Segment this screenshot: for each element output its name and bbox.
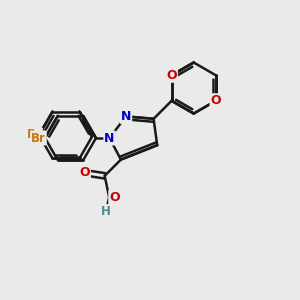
Text: O: O	[166, 69, 177, 82]
Text: N: N	[104, 131, 115, 145]
Text: Br: Br	[27, 128, 42, 142]
Text: Br: Br	[31, 131, 46, 145]
Text: N: N	[121, 110, 131, 123]
Text: H: H	[101, 205, 111, 218]
Text: O: O	[79, 166, 90, 179]
Text: O: O	[211, 94, 221, 107]
Text: O: O	[109, 191, 120, 204]
